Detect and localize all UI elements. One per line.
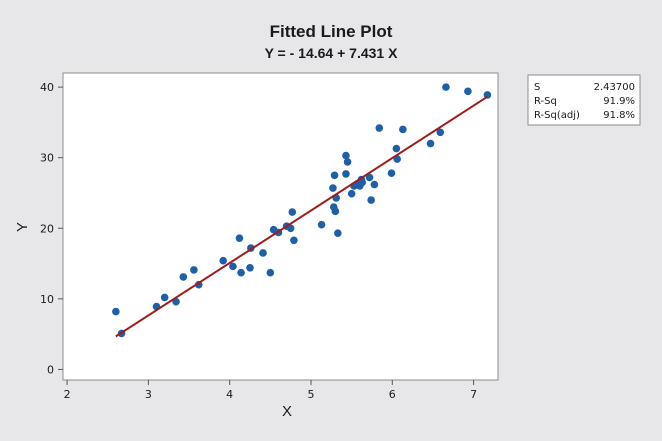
y-tick-label: 0 (47, 363, 54, 376)
chart-subtitle: Y = - 14.64 + 7.431 X (265, 45, 399, 61)
stats-table: S 2.43700 R-Sq 91.9% R-Sq(adj) 91.8% (527, 74, 641, 126)
data-point (342, 170, 350, 178)
y-axis: 0 10 20 30 40 (40, 81, 63, 376)
data-point (334, 229, 342, 238)
data-point (392, 144, 401, 153)
data-point (237, 268, 245, 277)
stats-table-box (527, 74, 641, 126)
stat-value-r-sq: 91.9% (603, 96, 635, 107)
stat-value-r-sq-adj: 91.8% (603, 110, 635, 121)
stat-label-r-sq: R-Sq (534, 96, 557, 107)
data-point (399, 125, 407, 134)
data-point (329, 184, 337, 192)
data-point (367, 196, 375, 204)
data-point (387, 169, 396, 178)
data-point (436, 128, 445, 137)
x-tick-label: 6 (389, 388, 396, 401)
data-point (266, 268, 275, 277)
data-point (288, 208, 297, 216)
data-point (190, 266, 198, 274)
x-tick-label: 3 (145, 388, 152, 401)
data-point (343, 158, 352, 166)
y-tick-label: 30 (40, 152, 54, 165)
x-axis: 2 3 4 5 6 7 (64, 380, 477, 401)
data-point (160, 293, 169, 302)
data-point (331, 207, 340, 216)
stat-value-s: 2.43700 (594, 82, 635, 93)
x-tick-label: 2 (64, 388, 71, 401)
data-point (229, 262, 237, 271)
data-point (235, 234, 244, 242)
data-point (112, 307, 120, 316)
data-point (179, 273, 188, 281)
y-tick-label: 10 (40, 293, 54, 306)
data-point (370, 180, 379, 189)
y-tick-label: 20 (40, 222, 54, 235)
data-point (342, 151, 350, 160)
data-point (286, 224, 295, 233)
data-point (347, 189, 356, 198)
y-axis-label: Y (14, 222, 31, 232)
plot-area (62, 72, 499, 381)
data-point (330, 171, 339, 180)
data-point (365, 173, 374, 182)
data-point (219, 256, 227, 265)
stat-label-s: S (534, 82, 540, 93)
x-tick-label: 4 (226, 388, 233, 401)
data-point (246, 263, 254, 272)
data-point (464, 87, 472, 96)
data-point (442, 83, 450, 91)
x-tick-label: 7 (470, 388, 477, 401)
x-axis-label: X (282, 403, 292, 420)
y-tick-label: 40 (40, 81, 54, 94)
stat-label-r-sq-adj: R-Sq(adj) (534, 110, 580, 121)
chart-title: Fitted Line Plot (270, 22, 393, 41)
data-point (290, 236, 298, 245)
data-point (426, 139, 435, 148)
data-point (259, 249, 267, 257)
data-point (317, 220, 326, 229)
data-points (112, 83, 492, 338)
x-tick-label: 5 (307, 388, 314, 401)
fitted-regression-line (115, 95, 488, 338)
data-point (375, 124, 384, 132)
data-point (358, 178, 367, 187)
